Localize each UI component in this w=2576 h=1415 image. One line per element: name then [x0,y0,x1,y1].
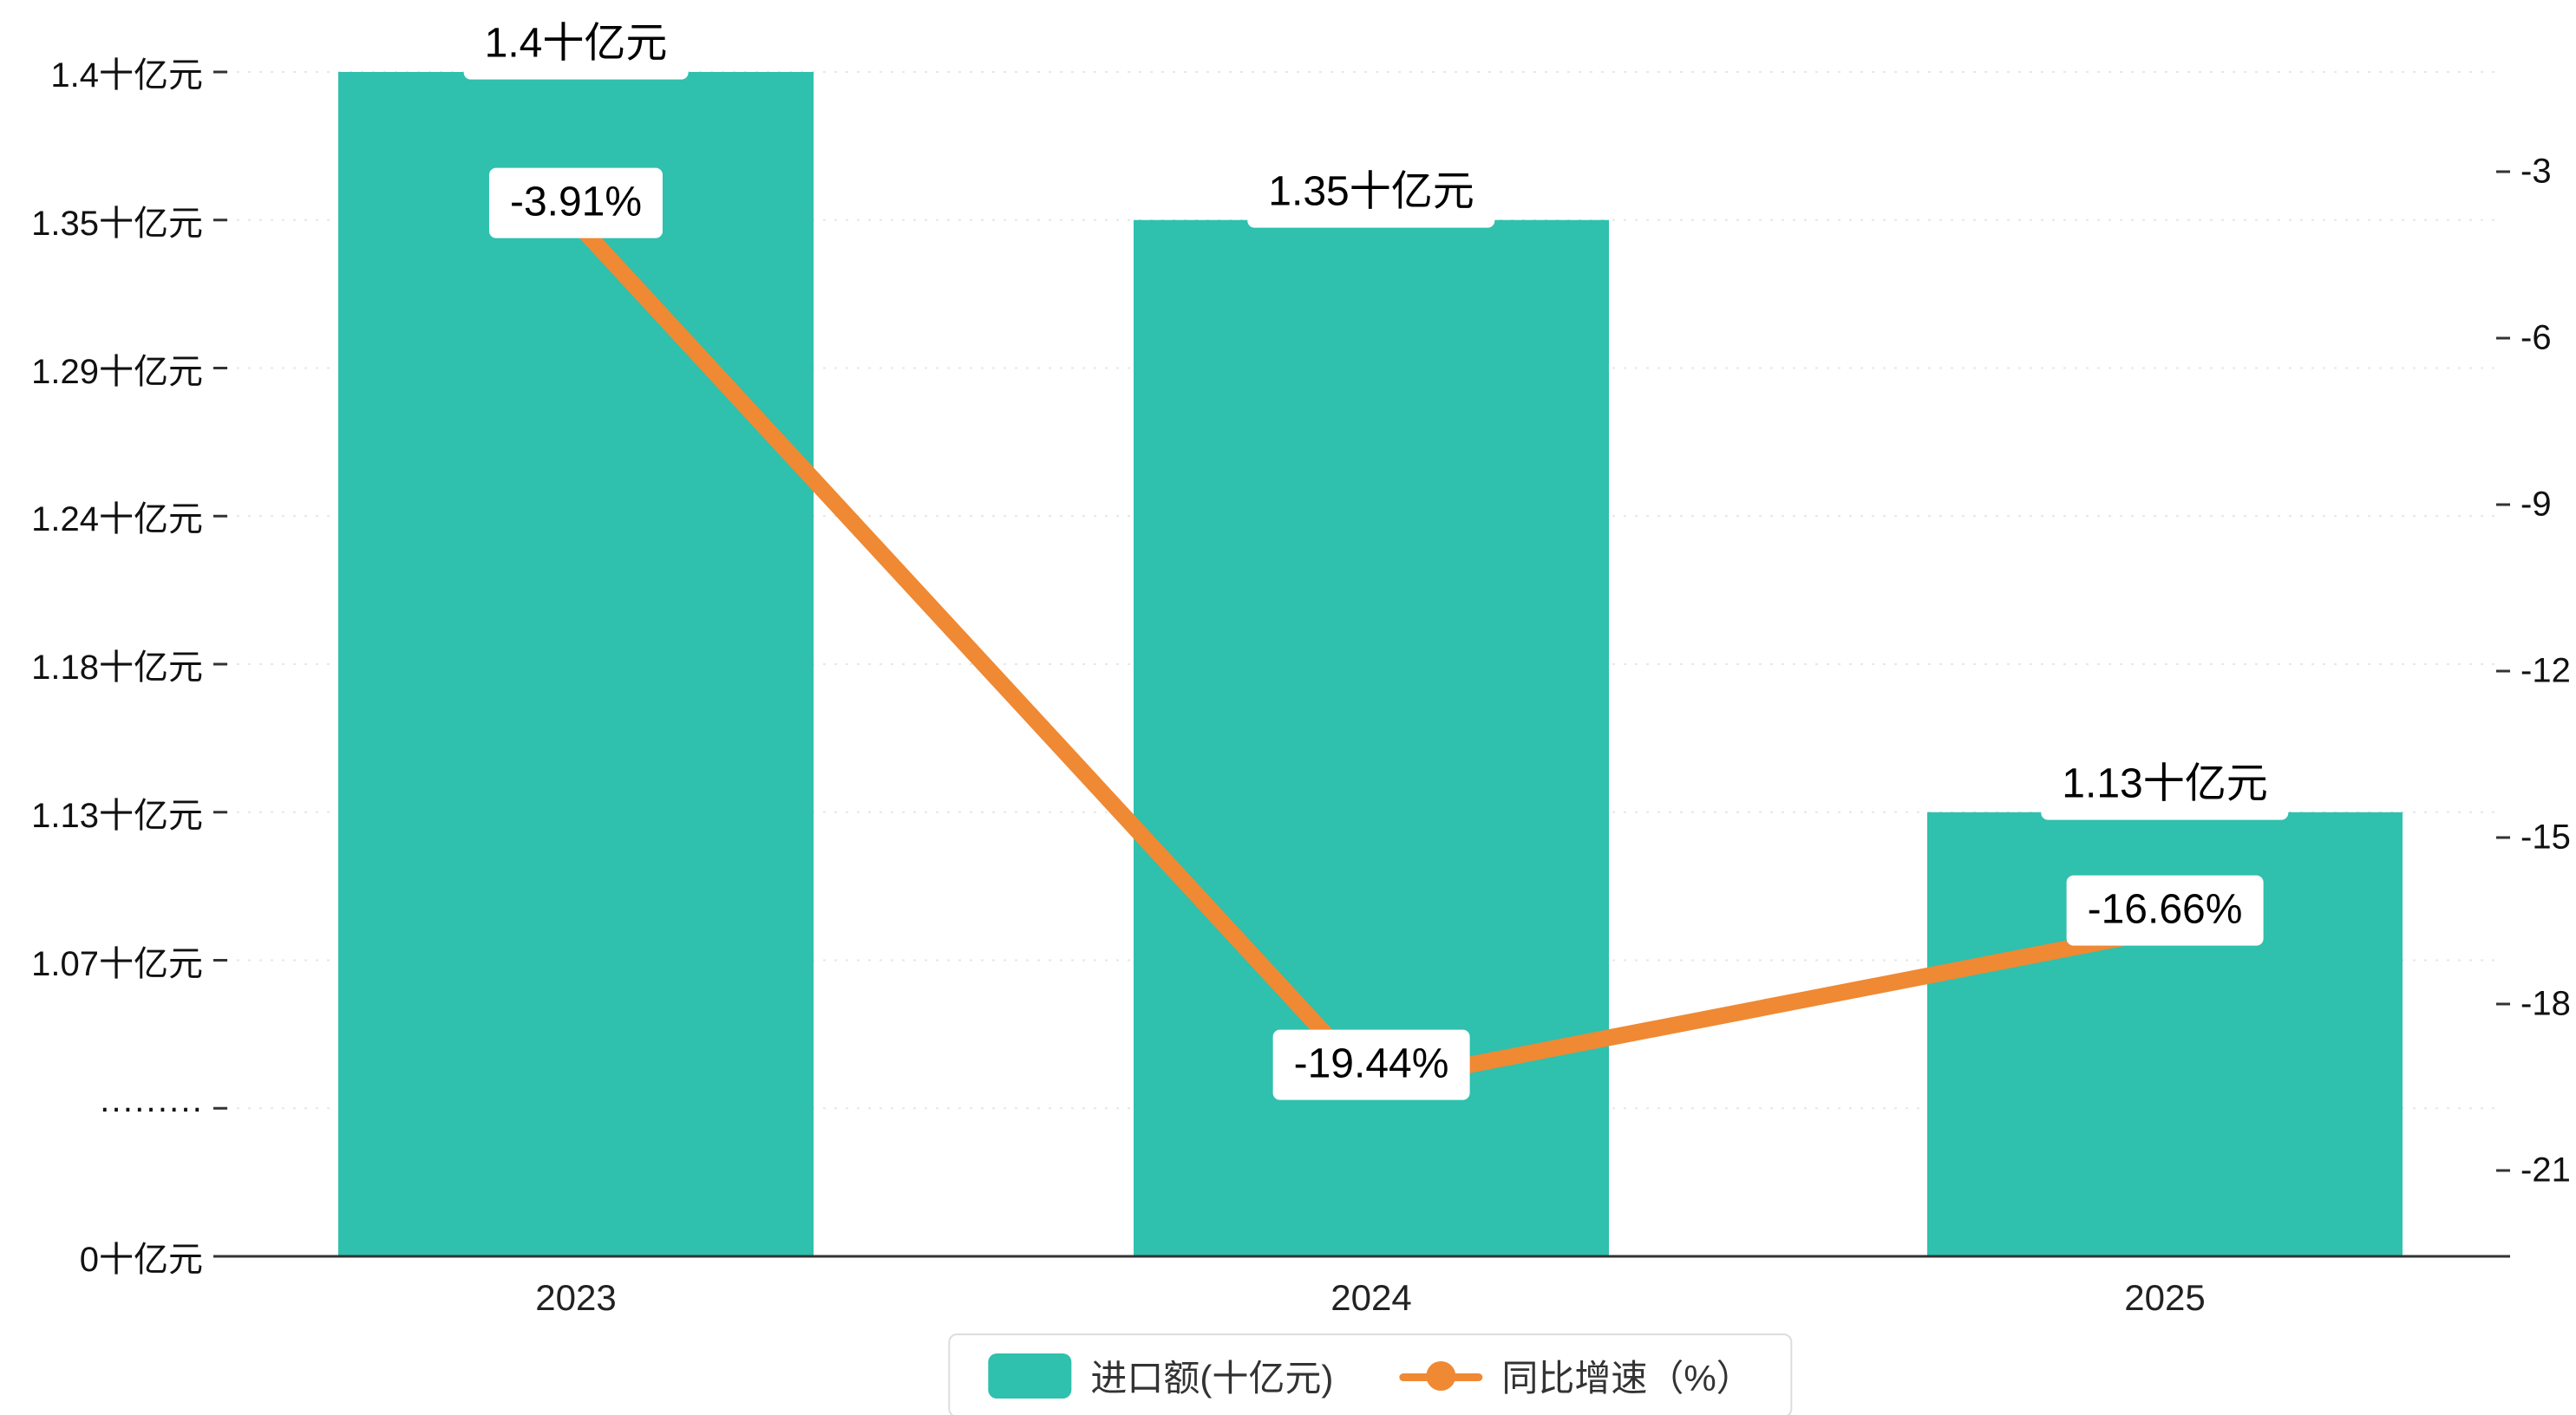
legend-line-swatch-icon [1399,1353,1483,1399]
bar-value-label: 1.13十亿元 [2041,749,2289,820]
y-axis-right-tick-label: -18 [2520,984,2571,1023]
bar-2024[interactable] [1134,219,1609,1256]
legend-item-growth-rate[interactable]: 同比增速（%） [1399,1349,1753,1402]
y-axis-left-tick-label: 1.13十亿元 [31,796,203,835]
y-axis-left-tick-label: 1.35十亿元 [31,204,203,243]
y-axis-right-tick-label: -12 [2520,651,2571,690]
bar-2023[interactable] [338,72,814,1256]
x-axis-category-label: 2025 [2124,1277,2206,1318]
y-axis-left-tick-label: 0十亿元 [79,1241,203,1279]
y-axis-left-tick-label: 1.29十亿元 [31,352,203,391]
x-axis-category-label: 2024 [1330,1277,1412,1318]
y-axis-left-tick-label: 1.18十亿元 [31,649,203,687]
legend-item-import-value[interactable]: 进口额(十亿元) [988,1349,1333,1402]
bar-value-label: 1.4十亿元 [463,9,689,80]
legend-label-growth-rate: 同比增速（%） [1501,1358,1753,1399]
chart-legend: 进口额(十亿元) 同比增速（%） [948,1333,1793,1415]
y-axis-right-tick-label: -3 [2520,152,2552,191]
y-axis-right-tick-label: -21 [2520,1151,2571,1190]
legend-line-dot [1426,1360,1456,1391]
y-axis-left-tick-label: 1.4十亿元 [50,56,203,95]
legend-bar-swatch-icon [988,1353,1072,1399]
line-value-label: -3.91% [488,167,664,238]
y-axis-left-tick-label: 1.24十亿元 [31,500,203,539]
x-axis-category-label: 2023 [535,1277,617,1318]
y-axis-left-tick-label: ········· [99,1088,203,1127]
line-value-label: -19.44% [1272,1029,1470,1100]
y-axis-left-tick-label: 1.07十亿元 [31,944,203,983]
y-axis-right-tick-label: -15 [2520,818,2571,857]
y-axis-right-tick-label: -6 [2520,318,2552,357]
y-axis-right-tick-label: -9 [2520,485,2552,524]
bar-value-label: 1.35十亿元 [1247,157,1495,228]
line-value-label: -16.66% [2066,875,2264,946]
legend-label-import-value: 进口额(十亿元) [1090,1358,1334,1399]
